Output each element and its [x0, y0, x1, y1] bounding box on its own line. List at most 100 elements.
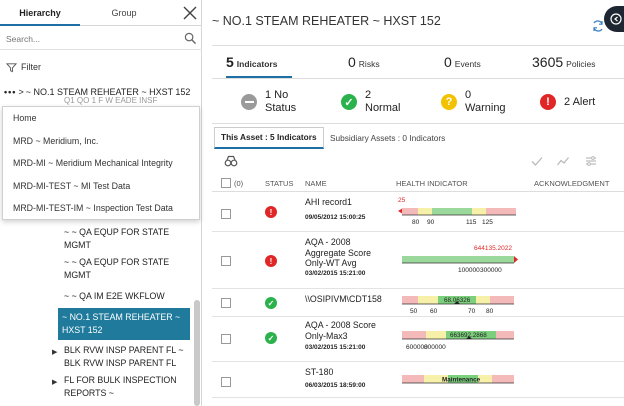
check-icon: ✓	[265, 332, 277, 344]
table-row[interactable]: ! AQA - 2008 Aggregate Score Only-WT Avg…	[212, 232, 624, 289]
close-icon[interactable]	[182, 5, 198, 21]
settings-sliders-icon[interactable]	[584, 154, 598, 168]
indicators-count: 5	[226, 54, 234, 70]
warning-count: 0	[465, 89, 472, 101]
health-gauge: 68.06326 50 60 70 80	[402, 296, 514, 315]
gauge-value-label: Maintenance	[442, 377, 481, 384]
indicators-label: Indicators	[236, 59, 278, 69]
summary-warning[interactable]: ? 0 Warning	[441, 86, 506, 118]
tree-item[interactable]: ~ ~ QA EQUP FOR STATE MGMT	[64, 227, 170, 250]
asset-panel: ~ NO.1 STEAM REHEATER ~ HXST 152 5 Indica…	[202, 0, 624, 406]
summary-normal[interactable]: ✓ 2 Normal	[341, 86, 400, 118]
dropdown-item[interactable]: MRD-MI-TEST ~ MI Test Data	[13, 180, 131, 191]
trend-icon[interactable]	[556, 154, 570, 168]
expand-arrow-icon[interactable]: ▶	[52, 379, 58, 386]
tree-item-selected[interactable]: ~ NO.1 STEAM REHEATER ~ HXST 152	[58, 308, 190, 340]
tree-item[interactable]: FL FOR BULK INSPECTION REPORTS ~	[64, 375, 177, 398]
tab-events[interactable]: 0 Events	[444, 46, 481, 78]
column-health-indicator[interactable]: HEALTH INDICATOR	[396, 179, 468, 188]
health-gauge: 644135.2022 100000 300000	[402, 245, 518, 274]
indicator-name[interactable]: ST-180	[305, 367, 334, 377]
row-checkbox[interactable]	[221, 298, 231, 308]
more-icon[interactable]: •••	[4, 87, 17, 97]
refresh-icon[interactable]	[591, 19, 605, 33]
side-panel-toggle-button[interactable]	[604, 6, 624, 32]
dropdown-item[interactable]: Home	[13, 113, 37, 123]
indicator-name[interactable]: AHI record1	[305, 197, 352, 207]
gauge-value-label: 68.06326	[444, 297, 471, 304]
row-checkbox[interactable]	[221, 209, 231, 219]
indicator-subtabs: This Asset : 5 Indicators Subsidiary Ass…	[212, 127, 624, 149]
filter-button[interactable]: Filter	[6, 60, 41, 74]
health-gauge: Maintenance	[402, 375, 514, 384]
gauge-tick-label: 80	[486, 308, 494, 315]
tree-item[interactable]: ~ ~ QA EQUP FOR STATE MGMT	[64, 257, 170, 280]
search-icon[interactable]	[184, 32, 197, 45]
tab-subsidiary-assets[interactable]: Subsidiary Assets : 0 Indicators	[330, 133, 446, 143]
summary-alert[interactable]: ! 2 Alert	[540, 86, 595, 118]
page-title: ~ NO.1 STEAM REHEATER ~ HXST 152	[212, 14, 441, 28]
table-row[interactable]: ST-180 06/03/2015 18:59:00 Maintenance	[212, 362, 624, 398]
alert-count: 2 Alert	[564, 95, 596, 108]
table-row[interactable]: ✓ AQA - 2008 Score Only-Max3 03/02/2015 …	[212, 317, 624, 362]
gauge-value-label: 644135.2022	[474, 245, 512, 252]
stats-bar: 5 Indicators 0 Risks 0 Events 3605 Policies	[212, 45, 624, 79]
expand-arrow-icon[interactable]: ▶	[52, 349, 58, 356]
no-status-count: 1 No	[265, 89, 289, 101]
search-input[interactable]	[6, 31, 176, 47]
ghost-text: Q1 QO 1 F W EADE INSF	[64, 96, 158, 105]
alert-icon: !	[540, 94, 556, 110]
events-count: 0	[444, 54, 452, 70]
dropdown-item[interactable]: MRD ~ Meridium, Inc.	[13, 135, 99, 146]
check-icon[interactable]	[530, 154, 544, 168]
select-all-checkbox[interactable]	[221, 178, 231, 188]
summary-no-status[interactable]: 1 No Status	[241, 86, 296, 118]
gauge-tick-label: 90	[427, 219, 435, 226]
hierarchy-pane: Hierarchy Group Filter ••• > ~ NO.1 STEA…	[0, 0, 202, 406]
row-checkbox[interactable]	[221, 377, 231, 387]
policies-label: Policies	[566, 59, 596, 69]
filter-label: Filter	[21, 62, 41, 72]
search-bar	[0, 28, 202, 50]
gauge-tick-label: 80	[412, 219, 420, 226]
indicator-name[interactable]: AQA - 2008 Score Only-Max3	[305, 320, 376, 341]
tab-group[interactable]: Group	[111, 8, 137, 18]
gauge-tick-label: 115	[466, 219, 477, 226]
column-status[interactable]: STATUS	[265, 179, 294, 188]
warning-icon: ?	[441, 94, 457, 110]
tab-indicators[interactable]: 5 Indicators	[226, 46, 292, 78]
gauge-tick-label: 100000	[458, 267, 480, 274]
tab-risks[interactable]: 0 Risks	[348, 46, 380, 78]
gauge-tick-label: 125	[482, 219, 493, 226]
table-row[interactable]: ✓ \\OSIPIVM\CDT158 68.06326 50 60 70 80	[212, 289, 624, 317]
tab-policies[interactable]: 3605 Policies	[532, 46, 595, 78]
filter-icon	[6, 62, 17, 72]
current-path[interactable]: ••• > ~ NO.1 STEAM REHEATER ~ HXST 152	[0, 82, 202, 102]
column-name[interactable]: NAME	[305, 179, 327, 188]
indicator-name[interactable]: AQA - 2008 Aggregate Score Only-WT Avg	[305, 237, 372, 268]
table-row[interactable]: ! AHI record1 09/05/2012 15:00:25 25 80 …	[212, 192, 624, 232]
scrollbar[interactable]	[194, 300, 200, 406]
binoculars-icon[interactable]	[224, 154, 238, 168]
tree-item[interactable]: ~ ~ QA IM E2E WKFLOW	[64, 291, 165, 301]
normal-label: Normal	[365, 102, 401, 114]
risks-count: 0	[348, 54, 356, 70]
gauge-tick-label: 60	[430, 308, 438, 315]
chevron-right-icon: >	[18, 87, 24, 97]
health-gauge: 25 80 90 115 125	[398, 197, 516, 226]
row-checkbox[interactable]	[221, 334, 231, 344]
check-icon: ✓	[265, 297, 277, 309]
no-status-icon	[241, 94, 257, 110]
indicator-date: 09/05/2012 15:00:25	[305, 214, 366, 221]
row-checkbox[interactable]	[221, 256, 231, 266]
dropdown-item[interactable]: MRD-MI-TEST-IM ~ Inspection Test Data	[13, 203, 173, 213]
dropdown-item[interactable]: MRD-MI ~ Meridium Mechanical Integrity	[13, 158, 173, 168]
tab-this-asset[interactable]: This Asset : 5 Indicators	[214, 127, 324, 149]
indicator-name[interactable]: \\OSIPIVM\CDT158	[305, 294, 382, 304]
breadcrumb-dropdown: Home MRD ~ Meridium, Inc. MRD-MI ~ Merid…	[2, 106, 200, 220]
hierarchy-tabs: Hierarchy Group	[0, 0, 202, 26]
gauge-value-label: 25	[398, 197, 406, 204]
tab-hierarchy[interactable]: Hierarchy	[0, 0, 80, 26]
column-acknowledgment[interactable]: ACKNOWLEDGMENT	[534, 179, 610, 188]
tree-item[interactable]: BLK RVW INSP PARENT FL ~ BLK RVW INSP PA…	[64, 345, 184, 368]
